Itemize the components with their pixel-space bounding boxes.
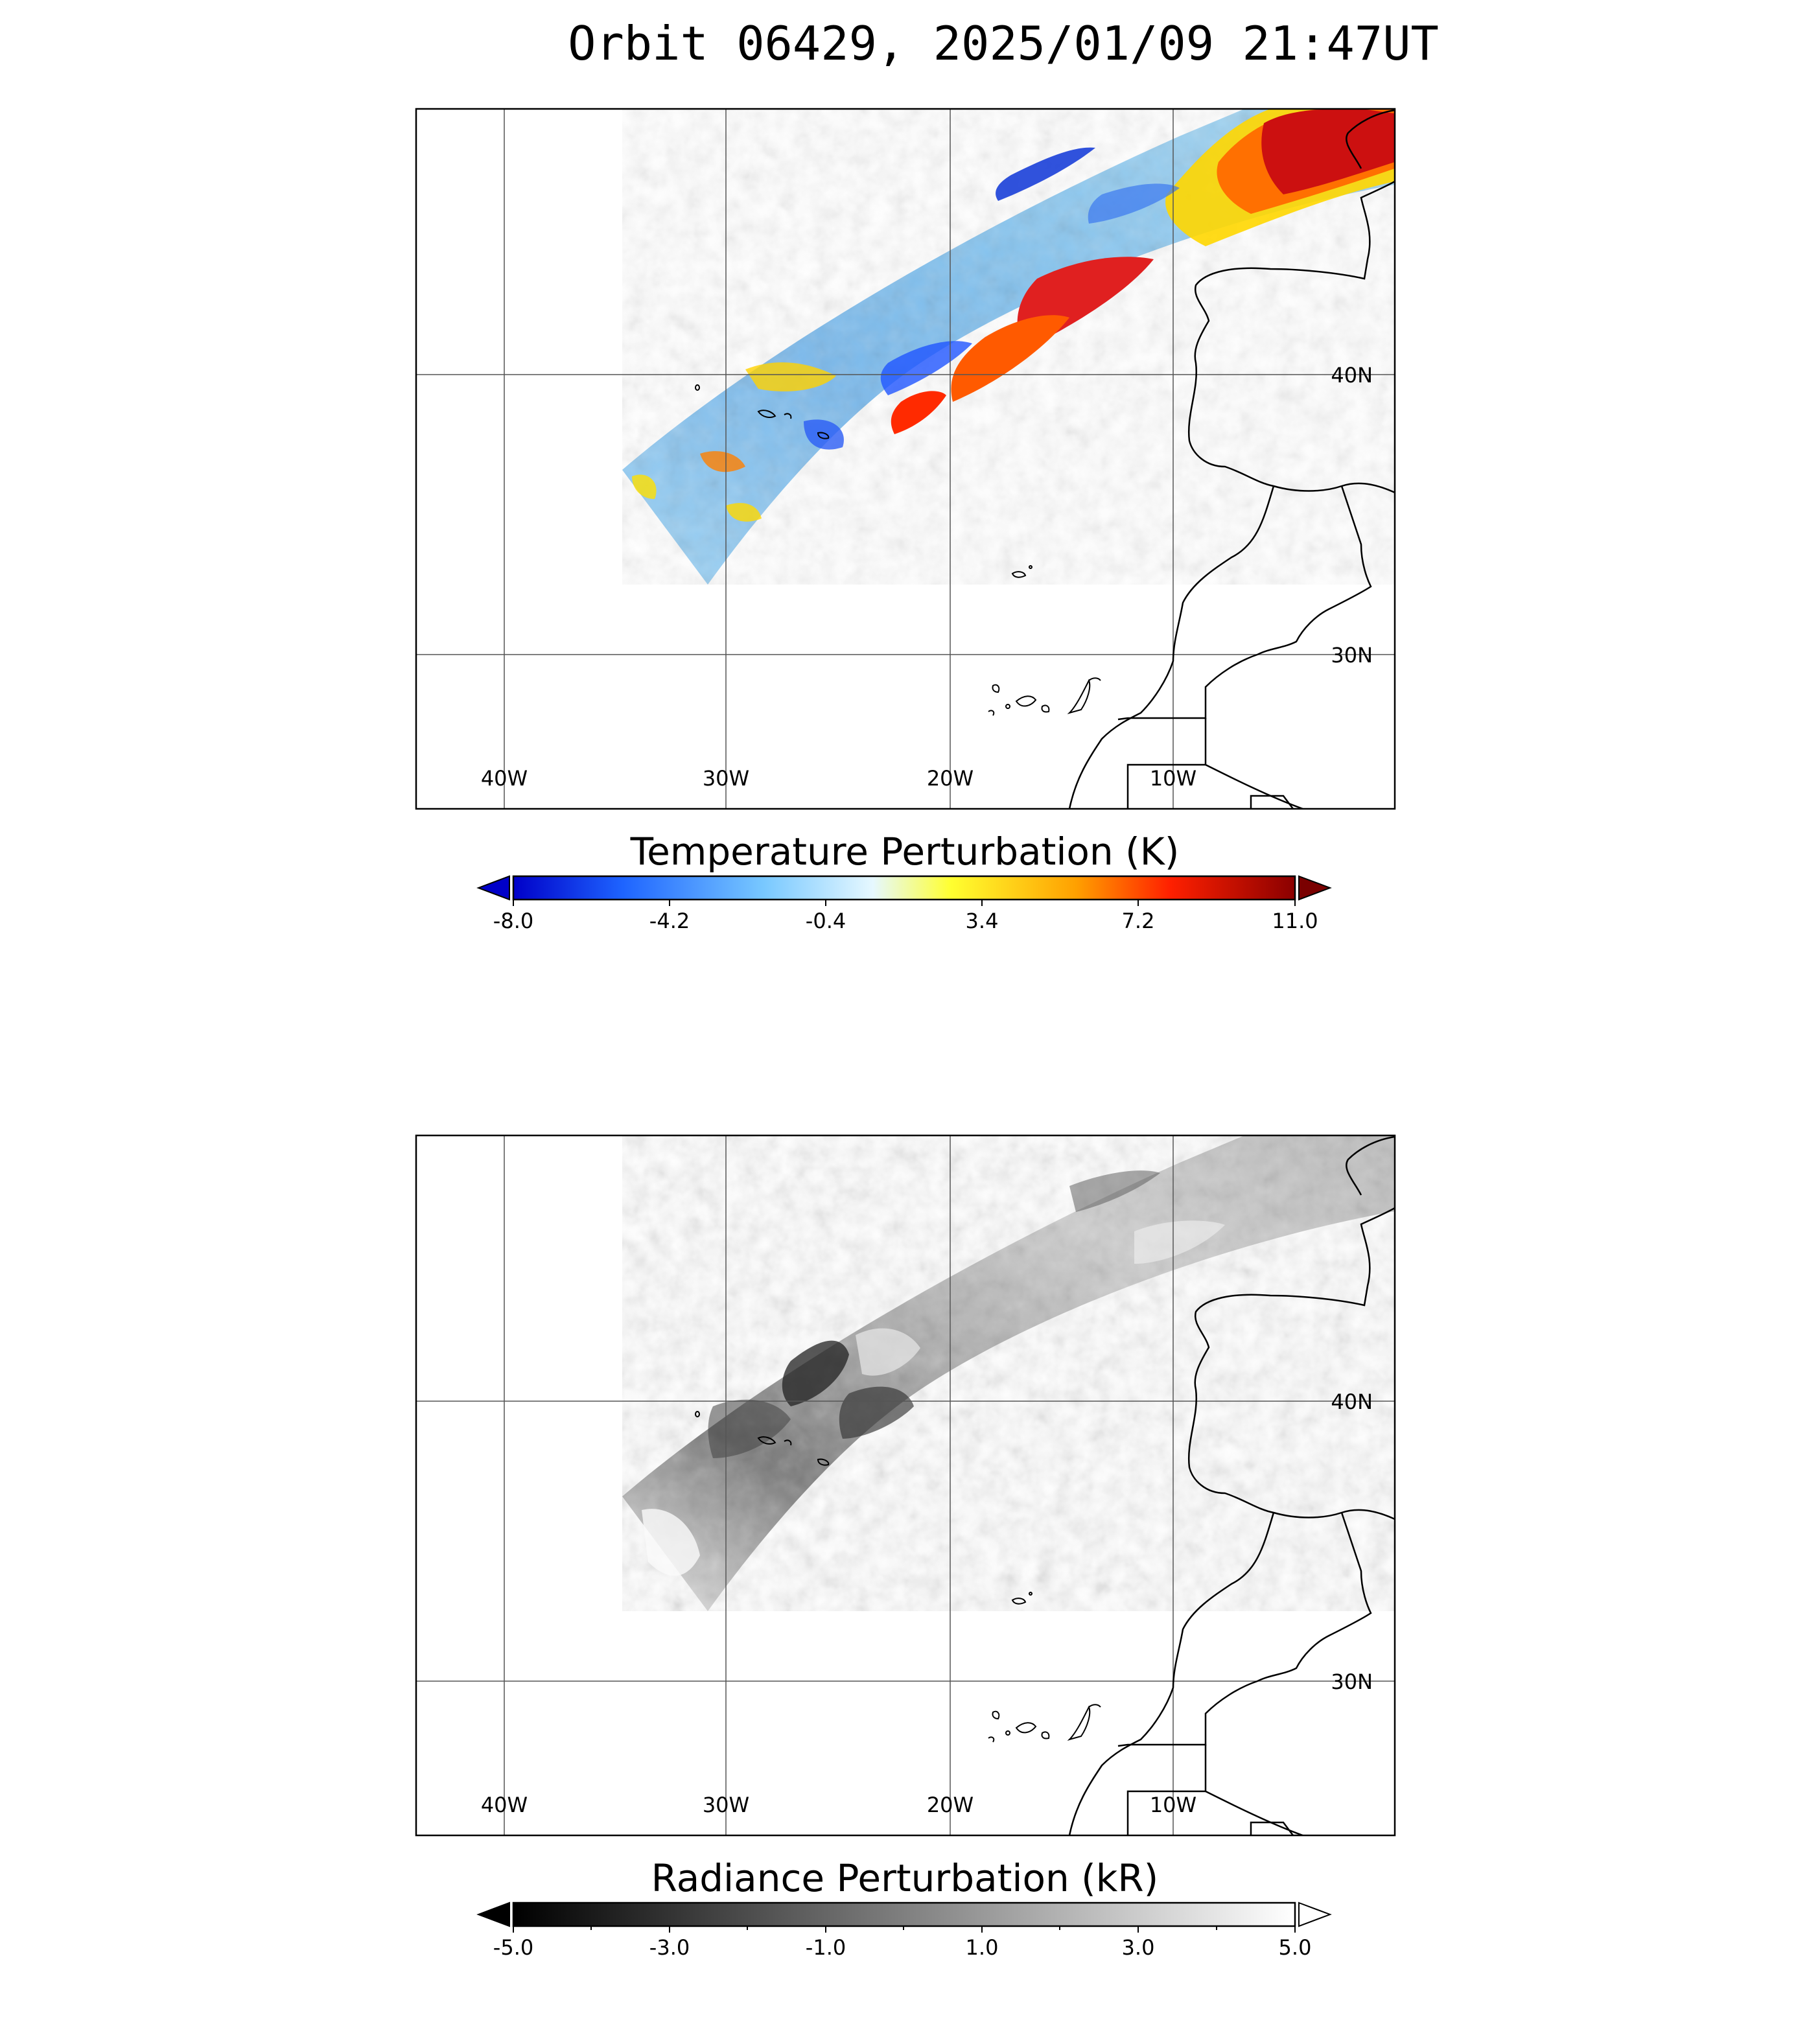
colorbar-overflow-arrow bbox=[1298, 875, 1332, 901]
map-border bbox=[415, 108, 1396, 810]
colorbar-tick-label: 1.0 bbox=[966, 1935, 999, 1960]
lat-label: 30N bbox=[1331, 643, 1373, 668]
lat-label: 30N bbox=[1331, 1669, 1373, 1694]
colorbar-ticks bbox=[513, 1926, 1296, 1933]
colorbar-tick-label: -3.0 bbox=[649, 1935, 690, 1960]
lat-label: 40N bbox=[1331, 1390, 1373, 1414]
colorbar-tick-label: 3.0 bbox=[1122, 1935, 1155, 1960]
lon-label: 40W bbox=[481, 1793, 528, 1817]
coastline bbox=[1068, 109, 1395, 809]
colorbar-underflow-arrow bbox=[476, 875, 510, 901]
coastline bbox=[1068, 1135, 1395, 1835]
radiance-colorbar: Radiance Perturbation (kR) -5.0 -3.0 -1.… bbox=[476, 1856, 1332, 1960]
colorbar-tick-label: -0.4 bbox=[806, 909, 846, 933]
temperature-colorbar: Temperature Perturbation (K) -8.0 -4.2 -… bbox=[476, 830, 1332, 933]
colorbar-tick-label: 3.4 bbox=[966, 909, 999, 933]
colorbar-tick-label: 7.2 bbox=[1122, 909, 1155, 933]
colorbar-tick-label: -1.0 bbox=[806, 1935, 846, 1960]
colorbar-tick-label: -5.0 bbox=[493, 1935, 533, 1960]
colorbar-tick-label: 5.0 bbox=[1279, 1935, 1312, 1960]
radiance-dark-region bbox=[708, 1170, 1160, 1458]
map-border bbox=[415, 1134, 1396, 1837]
lon-label: 30W bbox=[703, 766, 749, 791]
lon-label: 10W bbox=[1150, 766, 1196, 791]
lat-label: 40N bbox=[1331, 363, 1373, 388]
island-outlines bbox=[695, 384, 1101, 716]
figure-title: Orbit 06429, 2025/01/09 21:47UT bbox=[568, 16, 1439, 71]
island-outlines bbox=[695, 1411, 1101, 1743]
radiance-bright-region bbox=[642, 1220, 1225, 1576]
colorbar-gradient bbox=[512, 1901, 1296, 1927]
colorbar-ticks bbox=[513, 900, 1296, 906]
graticule bbox=[416, 1135, 1395, 1835]
radiance-map-panel: 40W 30W 20W 10W 40N 30N bbox=[415, 1134, 1396, 1837]
lon-label: 20W bbox=[927, 766, 974, 791]
lon-label: 20W bbox=[927, 1793, 974, 1817]
lon-label: 30W bbox=[703, 1793, 749, 1817]
colorbar-tick-label: -8.0 bbox=[493, 909, 533, 933]
colorbar-overflow-arrow bbox=[1298, 1901, 1332, 1927]
temperature-map-panel: 40W 30W 20W 10W 40N 30N bbox=[415, 108, 1396, 810]
colorbar-title: Radiance Perturbation (kR) bbox=[651, 1856, 1159, 1900]
colorbar-tick-label: 11.0 bbox=[1272, 909, 1318, 933]
colorbar-tick-label: -4.2 bbox=[649, 909, 690, 933]
colorbar-gradient bbox=[512, 875, 1296, 901]
map-frame bbox=[416, 1135, 1395, 1835]
colorbar-title: Temperature Perturbation (K) bbox=[630, 830, 1180, 874]
lon-label: 40W bbox=[481, 766, 528, 791]
graticule bbox=[416, 109, 1395, 809]
cold-anomaly-region bbox=[804, 147, 1180, 450]
warm-anomaly-region bbox=[632, 109, 1395, 522]
lon-label: 10W bbox=[1150, 1793, 1196, 1817]
colorbar-underflow-arrow bbox=[476, 1901, 510, 1927]
